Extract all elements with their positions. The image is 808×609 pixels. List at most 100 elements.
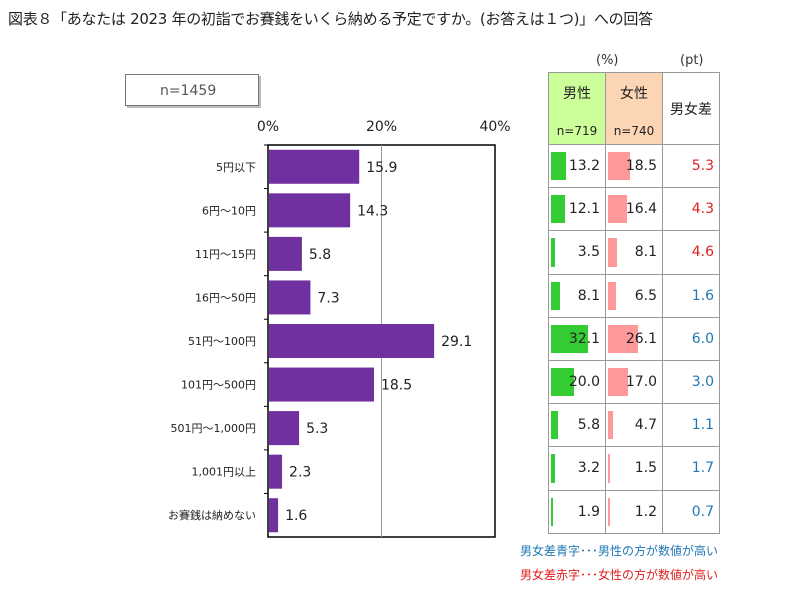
female-cell: 4.7: [605, 403, 663, 448]
female-bar: [608, 324, 639, 353]
male-value: 1.9: [577, 503, 600, 520]
bar-value-label: 29.1: [441, 334, 472, 350]
diff-value: 1.1: [662, 403, 720, 448]
male-value: 13.2: [568, 158, 600, 175]
male-bar: [551, 152, 567, 181]
table-row: 12.1 16.4 4.3: [548, 187, 720, 232]
female-header: 女性 n=740: [605, 72, 663, 145]
bar: [269, 280, 311, 315]
male-cell: 32.1: [548, 316, 606, 361]
female-cell: 17.0: [605, 359, 663, 405]
diff-value: 4.3: [662, 187, 720, 232]
bar-value-label: 1.6: [285, 508, 307, 524]
bar-value-label: 7.3: [317, 290, 339, 306]
male-cell: 1.9: [548, 489, 606, 534]
chart-title: 図表８「あなたは 2023 年の初詣でお賽銭をいくら納める予定ですか。(お答えは…: [8, 10, 653, 28]
male-bar: [551, 195, 566, 224]
female-cell: 1.5: [605, 446, 663, 491]
bar: [269, 149, 360, 184]
female-bar: [608, 152, 630, 181]
female-bar: [608, 454, 610, 483]
female-value: 17.0: [625, 374, 657, 391]
bar: [269, 236, 302, 271]
diff-value: 5.3: [662, 143, 720, 189]
male-value: 3.5: [577, 244, 600, 261]
male-cell: 3.5: [548, 230, 606, 275]
male-bar: [551, 367, 575, 397]
category-label: 11円～15円: [195, 248, 256, 261]
unit-pt-label: (pt): [680, 53, 704, 68]
male-header: 男性 n=719: [548, 72, 606, 145]
female-value: 6.5: [634, 287, 657, 304]
table-row: 32.1 26.1 6.0: [548, 316, 720, 361]
category-label: 51円～100円: [188, 335, 256, 348]
table-row: 8.1 6.5 1.6: [548, 273, 720, 318]
male-cell: 20.0: [548, 359, 606, 405]
male-cell: 12.1: [548, 187, 606, 232]
female-bar: [608, 497, 610, 526]
female-cell: 18.5: [605, 143, 663, 189]
male-value: 3.2: [577, 460, 600, 477]
male-bar: [551, 281, 561, 310]
male-value: 5.8: [577, 417, 600, 434]
diff-value: 1.7: [662, 446, 720, 491]
male-bar: [551, 238, 556, 267]
diff-header: 男女差: [662, 72, 720, 145]
unit-pct-label: (%): [596, 53, 619, 68]
male-cell: 8.1: [548, 273, 606, 318]
female-value: 26.1: [625, 330, 657, 347]
male-header-label: 男性: [563, 86, 591, 102]
table-row: 5.8 4.7 1.1: [548, 403, 720, 448]
diff-value: 1.6: [662, 273, 720, 318]
male-cell: 13.2: [548, 143, 606, 189]
female-header-label: 女性: [620, 86, 648, 102]
table-row: 13.2 18.5 5.3: [548, 143, 720, 189]
female-value: 18.5: [625, 158, 657, 175]
male-value: 8.1: [577, 287, 600, 304]
female-bar: [608, 195, 628, 224]
category-label: 1,001円以上: [192, 466, 257, 479]
sample-size-box: n=1459: [125, 74, 259, 106]
bar: [269, 454, 283, 489]
bar: [269, 411, 300, 446]
diff-value: 4.6: [662, 230, 720, 275]
category-label: 501円～1,000円: [171, 422, 257, 435]
male-bar: [551, 497, 554, 526]
bar-value-label: 14.3: [357, 203, 388, 219]
bar-value-label: 18.5: [381, 378, 412, 394]
gender-comparison-table: 男性 n=719 女性 n=740 男女差 13.2 18.5 5.3 12.1 16.…: [548, 72, 720, 534]
bar-value-label: 15.9: [366, 160, 397, 176]
female-n: n=740: [613, 124, 655, 138]
female-value: 1.2: [634, 503, 657, 520]
male-value: 32.1: [568, 330, 600, 347]
legend-blue: 男女差青字･･･男性の方が数値が高い: [520, 544, 719, 558]
category-label: 16円～50円: [195, 291, 256, 304]
male-n: n=719: [556, 124, 598, 138]
female-cell: 26.1: [605, 316, 663, 361]
x-tick-label: 0%: [257, 119, 279, 135]
table-row: 1.9 1.2 0.7: [548, 489, 720, 534]
female-value: 8.1: [634, 244, 657, 261]
table-row: 3.5 8.1 4.6: [548, 230, 720, 275]
x-tick-label: 40%: [479, 119, 510, 135]
male-cell: 3.2: [548, 446, 606, 491]
male-bar: [551, 411, 558, 440]
female-cell: 8.1: [605, 230, 663, 275]
male-bar: [551, 324, 589, 353]
bar: [269, 498, 279, 533]
female-value: 1.5: [634, 460, 657, 477]
female-bar: [608, 411, 614, 440]
diff-value: 6.0: [662, 316, 720, 361]
table-row: 3.2 1.5 1.7: [548, 446, 720, 491]
female-bar: [608, 238, 618, 267]
diff-value: 0.7: [662, 489, 720, 534]
female-value: 4.7: [634, 417, 657, 434]
male-bar: [551, 454, 555, 483]
female-cell: 6.5: [605, 273, 663, 318]
male-value: 12.1: [568, 201, 600, 218]
diff-value: 3.0: [662, 359, 720, 405]
female-cell: 1.2: [605, 489, 663, 534]
bar-value-label: 5.8: [309, 247, 331, 263]
table-row: 20.0 17.0 3.0: [548, 359, 720, 405]
female-bar: [608, 367, 628, 397]
